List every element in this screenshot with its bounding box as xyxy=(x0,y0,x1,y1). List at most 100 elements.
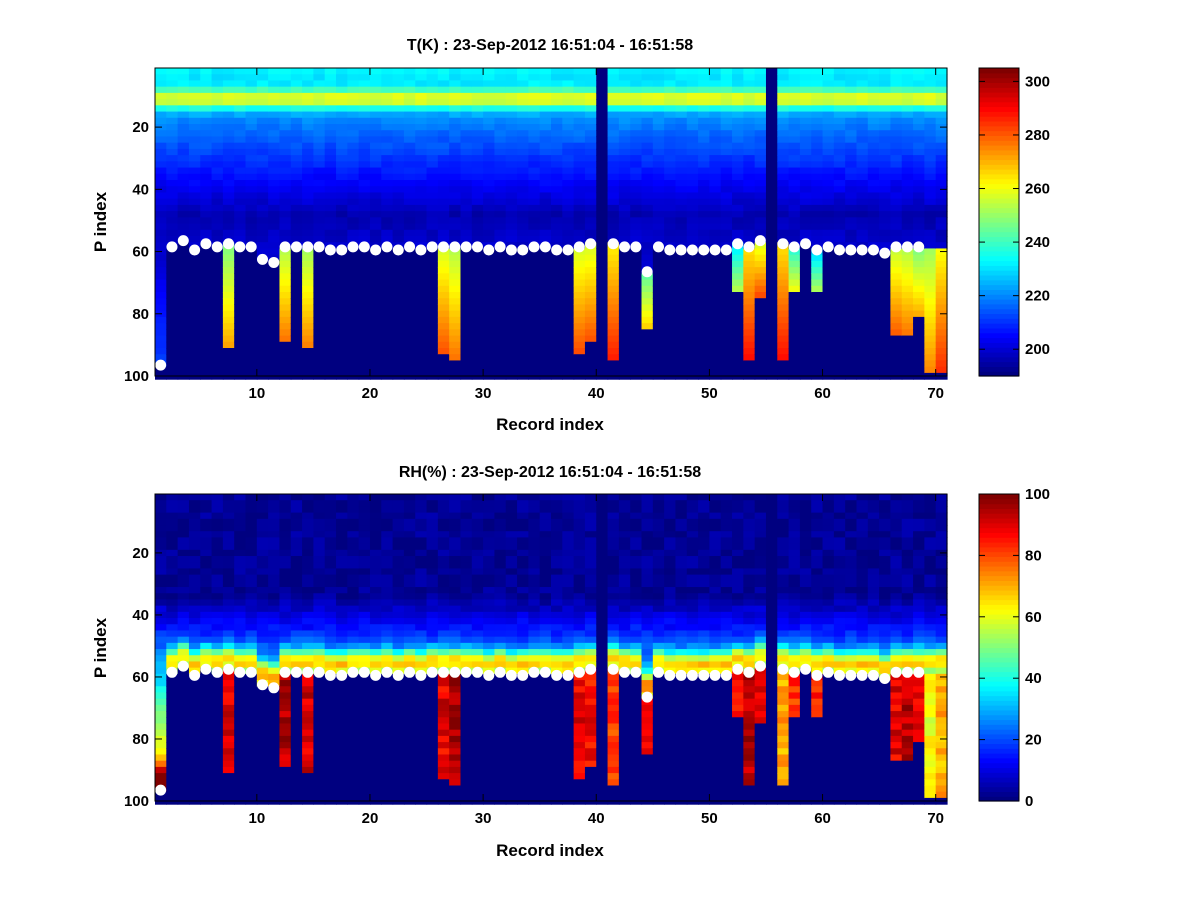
heatmap-cell xyxy=(528,316,541,324)
heatmap-cell xyxy=(833,316,846,324)
heatmap-cell xyxy=(686,155,699,162)
heatmap-cell xyxy=(437,624,450,632)
heatmap-cell xyxy=(539,366,552,374)
heatmap-cell xyxy=(584,229,597,237)
heatmap-cell xyxy=(279,267,292,274)
heatmap-cell xyxy=(358,791,371,799)
heatmap-cell xyxy=(913,117,925,125)
heatmap-cell xyxy=(302,642,314,650)
heatmap-cell xyxy=(426,204,439,212)
heatmap-cell xyxy=(494,117,507,125)
heatmap-cell xyxy=(188,323,201,330)
heatmap-cell xyxy=(471,310,484,318)
heatmap-cell xyxy=(879,124,892,131)
heatmap-cell xyxy=(777,229,790,237)
heatmap-cell xyxy=(256,192,269,200)
heatmap-cell xyxy=(347,729,360,737)
heatmap-cell xyxy=(630,329,643,337)
heatmap-cell xyxy=(698,354,710,362)
heatmap-cell xyxy=(256,148,269,156)
heatmap-cell xyxy=(483,348,496,355)
heatmap-cell xyxy=(788,285,801,293)
heatmap-cell xyxy=(155,704,167,712)
heatmap-cell xyxy=(754,304,767,312)
surface-marker xyxy=(551,244,563,256)
heatmap-cell xyxy=(765,335,778,343)
heatmap-cell xyxy=(290,686,303,694)
heatmap-cell xyxy=(822,279,835,287)
heatmap-cell xyxy=(336,198,348,206)
heatmap-cell xyxy=(211,180,224,187)
heatmap-cell xyxy=(811,236,824,243)
heatmap-cell xyxy=(313,642,326,650)
heatmap-cell xyxy=(449,99,462,106)
heatmap-cell xyxy=(222,68,235,75)
heatmap-cell xyxy=(573,167,586,175)
heatmap-cell xyxy=(222,148,235,156)
heatmap-cell xyxy=(777,186,790,194)
heatmap-cell xyxy=(177,248,190,256)
heatmap-cell xyxy=(618,130,631,138)
heatmap-cell xyxy=(890,180,903,187)
heatmap-cell xyxy=(845,254,858,262)
heatmap-cell xyxy=(222,80,235,88)
heatmap-cell xyxy=(188,686,201,694)
y-tick-label: 20 xyxy=(132,119,149,136)
heatmap-cell xyxy=(426,92,439,100)
heatmap-cell xyxy=(494,348,507,355)
heatmap-cell xyxy=(256,74,269,82)
heatmap-cell xyxy=(392,192,405,200)
heatmap-cell xyxy=(256,791,269,799)
heatmap-cell xyxy=(596,180,609,187)
heatmap-cell xyxy=(754,267,767,274)
heatmap-cell xyxy=(698,304,710,312)
heatmap-cell xyxy=(449,323,462,330)
heatmap-cell xyxy=(381,341,394,349)
heatmap-cell xyxy=(369,599,382,607)
heatmap-cell xyxy=(698,285,710,293)
heatmap-cell xyxy=(743,186,756,194)
heatmap-cell xyxy=(437,329,450,337)
heatmap-cell xyxy=(369,605,382,613)
heatmap-cell xyxy=(584,155,597,162)
heatmap-cell xyxy=(630,323,643,330)
heatmap-cell xyxy=(290,711,303,718)
heatmap-cell xyxy=(777,292,790,299)
heatmap-cell xyxy=(403,86,416,94)
heatmap-cell xyxy=(392,310,405,318)
heatmap-cell xyxy=(618,304,631,312)
colorbar-segment xyxy=(979,222,1019,228)
surface-marker xyxy=(539,241,551,253)
heatmap-cell xyxy=(449,142,462,150)
heatmap-cell xyxy=(765,155,778,162)
heatmap-cell xyxy=(494,335,507,343)
heatmap-cell xyxy=(392,525,405,532)
heatmap-cell xyxy=(245,599,258,607)
heatmap-cell xyxy=(302,366,314,374)
heatmap-cell xyxy=(392,785,405,793)
heatmap-cell xyxy=(166,279,179,287)
heatmap-cell xyxy=(245,304,258,312)
heatmap-cell xyxy=(403,223,416,231)
heatmap-cell xyxy=(166,568,179,576)
heatmap-cell xyxy=(290,494,303,501)
heatmap-cell xyxy=(200,111,213,119)
heatmap-cell xyxy=(166,779,179,787)
heatmap-cell xyxy=(505,86,518,94)
heatmap-cell xyxy=(607,99,620,106)
colorbar-segment xyxy=(979,173,1019,180)
heatmap-cell xyxy=(403,711,416,718)
heatmap-cell xyxy=(177,729,190,737)
heatmap-cell xyxy=(369,618,382,625)
heatmap-cell xyxy=(686,198,699,206)
heatmap-cell xyxy=(358,735,371,743)
heatmap-cell xyxy=(302,704,314,712)
heatmap-cell xyxy=(245,124,258,131)
heatmap-cell xyxy=(415,568,428,576)
heatmap-cell xyxy=(720,348,733,355)
heatmap-cell xyxy=(630,279,643,287)
heatmap-cell xyxy=(426,341,439,349)
heatmap-cell xyxy=(268,512,281,520)
heatmap-cell xyxy=(369,111,382,119)
heatmap-cell xyxy=(539,161,552,169)
